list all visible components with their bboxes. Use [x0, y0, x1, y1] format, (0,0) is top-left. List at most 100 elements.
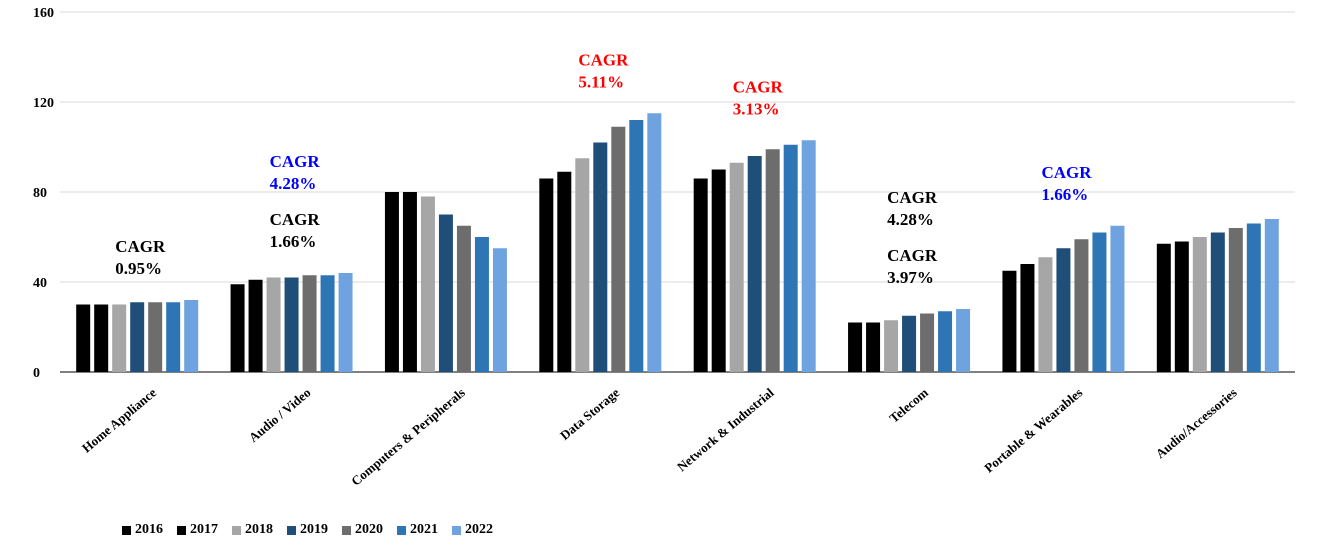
bar-2018-3 [575, 158, 590, 372]
bar-2022-6 [1110, 225, 1125, 372]
cagr-label: CAGR [1041, 163, 1092, 182]
x-category-label: Portable & Wearables [981, 385, 1085, 476]
legend-item: 2020 [342, 522, 383, 538]
cagr-value: 1.66% [1041, 185, 1088, 204]
bar-2022-1 [338, 273, 353, 372]
bar-2019-3 [593, 142, 608, 372]
bar-2019-0 [130, 302, 145, 372]
bar-2021-2 [474, 237, 489, 372]
bar-2020-6 [1074, 239, 1089, 372]
legend-label: 2017 [190, 522, 218, 537]
cagr-value: 3.97% [887, 268, 934, 287]
bar-2017-0 [94, 304, 109, 372]
legend-swatch [122, 525, 131, 535]
bar-2022-7 [1264, 219, 1279, 372]
bar-2021-1 [320, 275, 335, 372]
legend-swatch [342, 525, 351, 535]
x-category-label: Home Appliance [79, 385, 159, 456]
bar-2021-6 [1092, 232, 1107, 372]
bar-2020-3 [611, 126, 626, 372]
bar-2020-1 [302, 275, 317, 372]
cagr-label: CAGR [733, 77, 784, 96]
bar-2018-2 [420, 196, 435, 372]
bar-2016-4 [693, 178, 708, 372]
bar-2018-7 [1192, 237, 1207, 372]
bar-2016-1 [230, 284, 245, 372]
bar-2016-3 [539, 178, 554, 372]
x-axis-labels: Home Appliance Audio / Video Computers & P… [79, 385, 1240, 489]
bar-2018-6 [1038, 257, 1053, 372]
y-tick-label: 120 [33, 96, 54, 111]
bar-2019-4 [747, 156, 762, 372]
legend-swatch [397, 525, 406, 535]
bar-series [76, 113, 1279, 372]
bar-2022-0 [184, 300, 199, 372]
legend-item: 2017 [177, 522, 218, 538]
legend-label: 2020 [355, 522, 383, 537]
chart-legend: 2016 2017 2018 2019 2020 2021 2022 [122, 522, 493, 538]
cagr-label: CAGR [270, 152, 321, 171]
x-category-label: Data Storage [557, 385, 622, 443]
cagr-label: CAGR [887, 188, 938, 207]
y-axis-ticks: 0 40 80 120 160 [33, 6, 54, 381]
y-tick-label: 40 [33, 276, 47, 291]
bar-2019-6 [1056, 248, 1071, 372]
cagr-annotations: CAGR 0.95% CAGR 1.66% CAGR 4.28% CAGR 5.11% CAGR… [115, 50, 1092, 287]
legend-swatch [232, 525, 241, 535]
bar-2021-4 [783, 144, 798, 372]
bar-2017-5 [866, 322, 881, 372]
legend-swatch [177, 525, 186, 535]
legend-item: 2019 [287, 522, 328, 538]
cagr-value: 3.13% [733, 99, 780, 118]
bar-2018-5 [884, 320, 899, 372]
cagr-label: CAGR [578, 50, 629, 69]
bar-2018-1 [266, 277, 281, 372]
cagr-value: 4.28% [270, 174, 317, 193]
legend-swatch [452, 525, 461, 535]
cagr-value: 5.11% [578, 72, 624, 91]
bar-2020-2 [456, 225, 471, 372]
bar-2019-5 [902, 315, 917, 372]
bar-2022-2 [492, 248, 507, 372]
bar-2021-0 [166, 302, 181, 372]
legend-swatch [287, 525, 296, 535]
bar-2017-3 [557, 171, 572, 372]
cagr-label: CAGR [115, 237, 166, 256]
cagr-value: 4.28% [887, 210, 934, 229]
bar-2017-6 [1020, 264, 1035, 372]
cagr-value: 1.66% [270, 232, 317, 251]
bar-2016-5 [848, 322, 863, 372]
bar-2017-1 [248, 279, 263, 372]
legend-label: 2021 [410, 522, 438, 537]
cagr-label: CAGR [270, 210, 321, 229]
legend-item: 2022 [452, 522, 493, 538]
cagr-value: 0.95% [115, 259, 162, 278]
bar-2016-0 [76, 304, 91, 372]
bar-2022-4 [801, 140, 816, 372]
legend-label: 2019 [300, 522, 328, 537]
bar-2020-5 [920, 313, 935, 372]
bar-2022-5 [956, 309, 971, 372]
bar-2019-2 [438, 214, 453, 372]
x-category-label: Computers & Peripherals [348, 385, 468, 489]
y-tick-label: 160 [33, 6, 54, 21]
legend-item: 2018 [232, 522, 273, 538]
y-tick-label: 80 [33, 186, 47, 201]
bar-2021-7 [1246, 223, 1261, 372]
gridlines [60, 11, 1295, 373]
bar-2022-3 [647, 113, 662, 372]
bar-2018-4 [729, 162, 744, 372]
bar-2017-2 [402, 192, 417, 372]
legend-label: 2022 [465, 522, 493, 537]
cagr-label: CAGR [887, 246, 938, 265]
bar-2016-7 [1156, 243, 1171, 372]
x-category-label: Network & Industrial [674, 385, 777, 475]
bar-2017-4 [711, 169, 726, 372]
x-category-label: Audio/Accessories [1153, 385, 1240, 461]
bar-2021-3 [629, 120, 644, 372]
bar-2016-6 [1002, 270, 1017, 372]
bar-2019-1 [284, 277, 299, 372]
bar-2017-7 [1174, 241, 1189, 372]
legend-item: 2021 [397, 522, 438, 538]
